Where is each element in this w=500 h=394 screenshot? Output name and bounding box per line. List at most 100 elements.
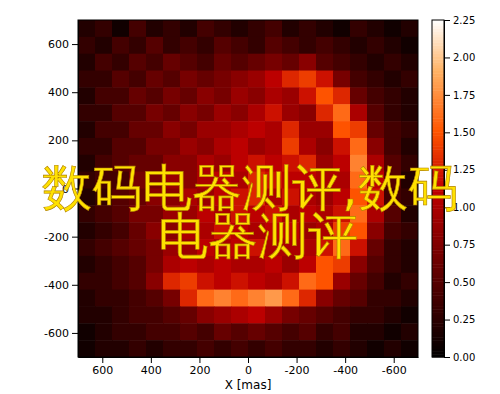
heatmap-cell	[112, 323, 130, 340]
heatmap-cell	[231, 121, 249, 138]
annotation: 电器测评	[158, 207, 358, 265]
heatmap-cell	[180, 37, 198, 54]
heatmap-cell	[299, 340, 317, 357]
colorbar-tick-mark	[444, 320, 450, 321]
heatmap-cell	[401, 290, 418, 307]
heatmap-cell	[299, 104, 317, 121]
heatmap-cell	[231, 138, 249, 155]
heatmap-cell	[78, 87, 96, 104]
heatmap-cell	[316, 138, 334, 155]
heatmap-cell	[146, 340, 164, 357]
heatmap-cell	[163, 71, 181, 88]
heatmap-cell	[265, 54, 283, 71]
colorbar-tick-mark	[444, 20, 450, 21]
x-tick: 0	[245, 357, 252, 377]
heatmap-cell	[78, 340, 96, 357]
heatmap-cell	[231, 306, 249, 323]
heatmap-cell	[265, 306, 283, 323]
colorbar-tick: 2.25	[444, 15, 475, 26]
heatmap-cell	[265, 121, 283, 138]
heatmap-cell	[180, 323, 198, 340]
heatmap-cell	[146, 20, 164, 37]
heatmap-cell	[316, 20, 334, 37]
colorbar-tick-label: 2.00	[453, 52, 475, 63]
heatmap-cell	[367, 323, 385, 340]
heatmap-cell	[197, 340, 215, 357]
x-tick-mark	[297, 357, 298, 363]
x-tick-mark	[102, 357, 103, 363]
heatmap-cell	[248, 340, 266, 357]
heatmap-cell	[197, 54, 215, 71]
heatmap-cell	[316, 104, 334, 121]
heatmap-cell	[350, 290, 368, 307]
heatmap-cell	[78, 239, 96, 256]
heatmap-cell	[265, 290, 283, 307]
heatmap-cell	[163, 37, 181, 54]
heatmap-cell	[129, 20, 147, 37]
heatmap-cell	[299, 37, 317, 54]
heatmap-cell	[146, 104, 164, 121]
heatmap-cell	[146, 290, 164, 307]
heatmap-cell	[350, 121, 368, 138]
x-tick-label: 400	[141, 364, 162, 377]
heatmap-cell	[197, 290, 215, 307]
heatmap-cell	[214, 104, 232, 121]
heatmap-cell	[95, 121, 113, 138]
heatmap-cell	[333, 71, 351, 88]
y-tick-label: -600	[44, 327, 69, 340]
heatmap-cell	[350, 37, 368, 54]
heatmap-cell	[316, 290, 334, 307]
heatmap-cell	[163, 340, 181, 357]
heatmap-cell	[78, 20, 96, 37]
heatmap-cell	[163, 138, 181, 155]
y-tick-label: 600	[48, 38, 69, 51]
heatmap-cell	[180, 340, 198, 357]
heatmap-cell	[231, 20, 249, 37]
heatmap-cell	[197, 306, 215, 323]
heatmap-cell	[129, 340, 147, 357]
heatmap-cell	[231, 54, 249, 71]
heatmap-cell	[231, 273, 249, 290]
heatmap-cell	[401, 222, 418, 239]
heatmap-cell	[333, 104, 351, 121]
colorbar-tick-label: 0.25	[453, 314, 475, 325]
x-axis-title: X [mas]	[225, 378, 272, 392]
colorbar-tick-label: 0.00	[453, 352, 475, 363]
heatmap-cell	[129, 306, 147, 323]
colorbar-tick-mark	[444, 245, 450, 246]
colorbar-tick-label: 1.75	[453, 90, 475, 101]
heatmap-cell	[333, 306, 351, 323]
heatmap-cell	[129, 54, 147, 71]
y-tick-label: -200	[44, 231, 69, 244]
heatmap-cell	[146, 306, 164, 323]
heatmap-cell	[333, 121, 351, 138]
heatmap-cell	[197, 273, 215, 290]
heatmap-cell	[78, 306, 96, 323]
colorbar-tick-mark	[444, 57, 450, 58]
heatmap-cell	[384, 121, 402, 138]
heatmap-cell	[197, 121, 215, 138]
heatmap-cell	[350, 71, 368, 88]
heatmap-cell	[282, 340, 300, 357]
heatmap-cell	[78, 71, 96, 88]
heatmap-cell	[78, 290, 96, 307]
heatmap-cell	[214, 121, 232, 138]
heatmap-cell	[78, 37, 96, 54]
x-tick-mark	[151, 357, 152, 363]
heatmap-cell	[316, 71, 334, 88]
heatmap-cell	[401, 71, 418, 88]
heatmap-cell	[112, 121, 130, 138]
heatmap-cell	[231, 104, 249, 121]
heatmap-cell	[384, 71, 402, 88]
heatmap-cell	[401, 340, 418, 357]
heatmap-cell	[214, 323, 232, 340]
heatmap-cell	[299, 121, 317, 138]
heatmap-cell	[129, 273, 147, 290]
heatmap-cell	[231, 323, 249, 340]
heatmap-cell	[163, 306, 181, 323]
heatmap-cell	[112, 37, 130, 54]
heatmap-cell	[163, 290, 181, 307]
heatmap-cell	[248, 71, 266, 88]
colorbar-tick-label: 2.25	[453, 15, 475, 26]
x-tick-label: -200	[285, 364, 310, 377]
